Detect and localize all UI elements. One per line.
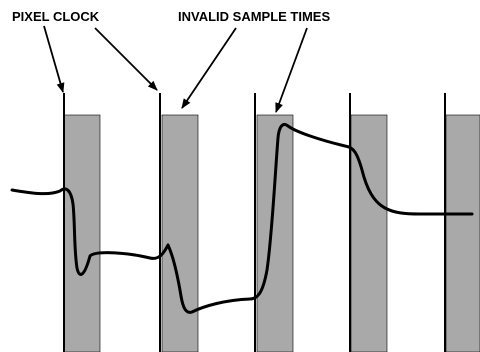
video-signal-waveform — [10, 123, 474, 314]
invalid-sample-window-3 — [256, 114, 294, 352]
pixel-clock-label: PIXEL CLOCK — [12, 9, 100, 24]
invalid-sample-window-5 — [445, 114, 480, 352]
invalid-sample-arrow-3 — [275, 27, 308, 113]
invalid-sample-window-1 — [63, 114, 101, 352]
annotation-arrows — [43, 25, 308, 113]
invalid-sample-times-label: INVALID SAMPLE TIMES — [178, 9, 330, 24]
invalid-sample-arrow-1 — [94, 27, 158, 91]
invalid-sample-window-4 — [350, 114, 388, 352]
pixel-clock-arrow — [43, 25, 65, 93]
pixel-clock-edges — [63, 93, 446, 352]
invalid-sample-windows — [63, 114, 480, 352]
invalid-sample-arrow-2 — [181, 27, 237, 109]
invalid-sample-window-2 — [161, 114, 199, 352]
